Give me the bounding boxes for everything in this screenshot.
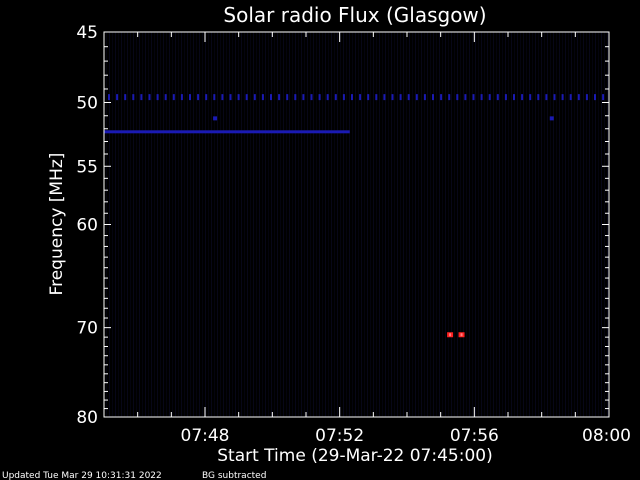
interference-dot [302,94,305,101]
y-tick-label: 70 [76,319,98,339]
interference-dot [537,94,540,101]
interference-dot [545,94,548,101]
interference-dot [602,94,605,101]
interference-dot [237,94,240,101]
y-tick-label: 55 [76,157,98,177]
interference-dot [456,94,459,101]
interference-dot [521,94,524,101]
interference-dot [278,94,281,101]
interference-dot [148,94,151,101]
interference-dot [375,94,378,101]
plot-background [104,32,609,417]
interference-dot [180,94,183,101]
interference-dot [513,94,515,101]
interference-dot [448,94,451,101]
interference-dot [294,94,297,101]
interference-dot [529,94,532,101]
interference-dot [496,94,499,101]
interference-dot [108,94,110,101]
interference-dot [140,94,143,101]
interference-dot [407,94,410,101]
y-tick-label: 80 [76,408,98,428]
interference-dot [156,94,159,101]
heatmap-marks [104,94,605,338]
interference-dot [399,94,402,101]
interference-dot [132,94,135,101]
interference-dot [172,94,175,101]
interference-dot [164,94,167,101]
interference-dot [367,94,370,101]
interference-dot [472,94,475,101]
x-axis-label: Start Time (29-Mar-22 07:45:00) [217,446,492,466]
x-axis: 07:48 07:52 07:56 08:00 [137,32,631,446]
interference-dot [124,94,127,101]
x-tick-label: 07:52 [315,426,364,446]
y-axis-label: Frequency [MHz] [47,153,67,296]
interference-band [104,130,350,134]
interference-dot [585,94,588,101]
interference-dot [351,94,353,101]
footer-bg-note: BG subtracted [202,471,266,480]
interference-dot [553,94,556,101]
interference-dot [464,94,467,101]
interference-dot [569,94,572,101]
y-tick-label: 45 [76,23,98,43]
interference-dot [270,94,272,101]
interference-dot [577,94,580,101]
interference-dot [359,94,362,101]
interference-dot [504,94,507,101]
hot-spot-core [449,333,452,337]
y-tick-label: 50 [76,94,98,114]
blip [213,116,218,121]
x-tick-label: 07:48 [181,426,230,446]
interference-dot [116,94,119,101]
x-tick-label: 08:00 [582,426,631,446]
interference-dot [189,94,191,101]
interference-dot [261,94,264,101]
chart-title: Solar radio Flux (Glasgow) [223,3,486,27]
hot-spot-core [460,333,463,337]
y-axis: 45 50 55 60 70 80 [76,23,609,428]
interference-dot [326,94,329,101]
interference-dot [318,94,321,101]
y-tick-label: 60 [76,216,98,236]
interference-dot [415,94,418,101]
interference-dot [286,94,289,101]
blip [549,116,554,121]
interference-dot [229,94,232,101]
interference-dot [205,94,208,101]
interference-dot [440,94,443,101]
interference-dot [561,94,564,101]
footer-updated-text: Updated Tue Mar 29 10:31:31 2022 [2,471,162,480]
interference-dot [342,94,345,101]
interference-dot [221,94,224,101]
interference-dot [213,94,216,101]
interference-dot [197,94,200,101]
interference-dot [594,94,596,101]
x-tick-label: 07:56 [450,426,499,446]
interference-dot [383,94,386,101]
interference-dot [488,94,491,101]
interference-dot [480,94,483,101]
interference-dot [253,94,256,101]
interference-dot [334,94,337,101]
interference-dot [432,94,434,101]
interference-dot [391,94,394,101]
interference-dot [245,94,248,101]
interference-dot [423,94,426,101]
interference-dot [310,94,313,101]
